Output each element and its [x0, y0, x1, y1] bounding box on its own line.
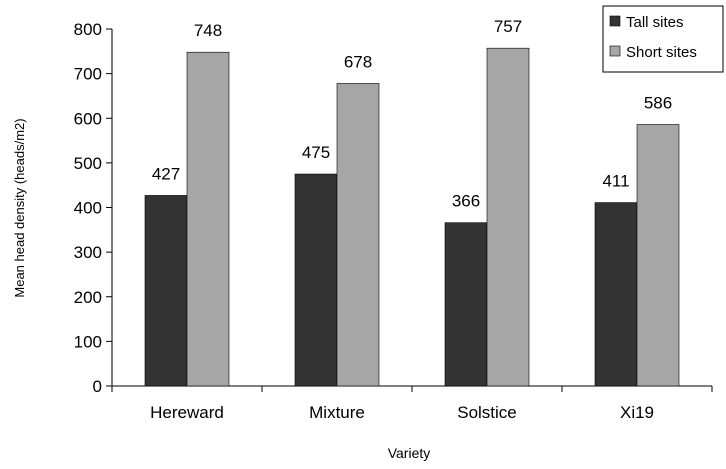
legend-label: Tall sites: [626, 14, 684, 31]
y-tick-label: 700: [74, 65, 102, 84]
bar-tall-xi19: [594, 202, 638, 387]
legend-label: Short sites: [626, 44, 697, 61]
axes: 0 100 200 300 400 500 600 700 800 Hereward Mixture…: [74, 20, 713, 422]
x-tick-label: Hereward: [150, 403, 224, 422]
y-tick-label: 400: [74, 199, 102, 218]
data-labels: 427 748 475 678 366 757 411 586: [152, 17, 672, 210]
bar-tall-hereward: [144, 195, 188, 387]
legend-box: [602, 5, 724, 73]
bars: [144, 47, 680, 387]
bar-short-xi19: [636, 124, 680, 387]
data-label: 475: [302, 143, 330, 162]
data-label: 757: [494, 17, 522, 36]
data-label: 678: [344, 52, 372, 71]
bar-short-mixture: [336, 83, 380, 387]
bar-short-solstice: [486, 47, 530, 387]
bar-short-hereward: [186, 51, 230, 387]
y-tick-label: 0: [93, 377, 102, 396]
legend-swatch: [609, 15, 621, 27]
data-label: 586: [644, 93, 672, 112]
y-tick-label: 800: [74, 20, 102, 39]
y-tick-label: 200: [74, 288, 102, 307]
y-axis-title: Mean head density (heads/m2): [12, 118, 27, 297]
bar-tall-mixture: [294, 173, 338, 387]
x-tick-label: Xi19: [620, 403, 654, 422]
y-tick-label: 500: [74, 154, 102, 173]
data-label: 427: [152, 164, 180, 183]
bar-tall-solstice: [444, 222, 488, 387]
x-tick-label: Mixture: [309, 403, 365, 422]
data-label: 748: [194, 21, 222, 40]
data-label: 411: [602, 172, 629, 191]
y-tick-label: 100: [74, 332, 102, 351]
y-tick-label: 300: [74, 243, 102, 262]
x-tick-label: Solstice: [457, 403, 517, 422]
legend: Tall sites Short sites: [602, 5, 724, 73]
x-axis-title: Variety: [388, 445, 431, 461]
legend-swatch: [609, 45, 621, 57]
data-label: 366: [452, 192, 480, 211]
y-tick-label: 600: [74, 109, 102, 128]
